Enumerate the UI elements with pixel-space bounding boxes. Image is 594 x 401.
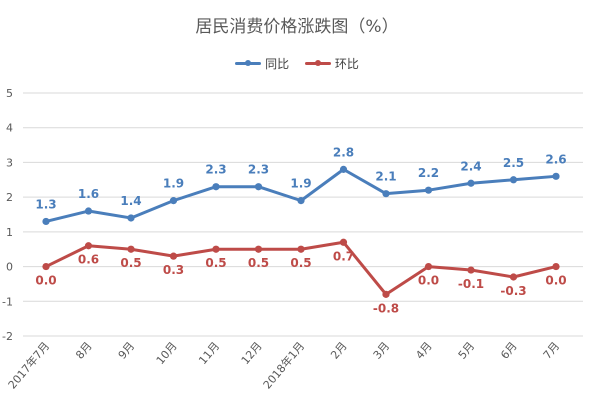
legend-item-yoy: 同比 xyxy=(235,55,289,72)
x-tick-label: 7月 xyxy=(541,340,563,362)
data-label: 0.0 xyxy=(35,274,56,288)
data-label: 2.4 xyxy=(460,159,481,173)
data-point xyxy=(84,207,93,215)
y-tick-label: 2 xyxy=(6,191,13,204)
data-label: 0.6 xyxy=(78,253,99,267)
data-point xyxy=(84,242,93,250)
data-point xyxy=(509,273,518,281)
data-point xyxy=(169,252,178,260)
data-label: 0.3 xyxy=(163,263,184,277)
legend-swatch-mom xyxy=(304,60,331,66)
data-point xyxy=(424,186,433,194)
data-label: 1.9 xyxy=(163,177,184,191)
data-label: -0.3 xyxy=(500,284,526,298)
data-point xyxy=(212,245,220,253)
data-point xyxy=(382,290,390,298)
data-point xyxy=(552,262,560,271)
data-label: -0.1 xyxy=(458,277,484,291)
data-point xyxy=(297,197,305,205)
data-label: 1.3 xyxy=(35,197,56,211)
y-tick-label: 5 xyxy=(6,87,13,100)
data-point xyxy=(212,183,220,191)
data-label: 2.2 xyxy=(418,166,439,180)
data-label: 1.9 xyxy=(290,177,311,191)
x-tick-label: 9月 xyxy=(116,340,138,362)
data-label: 0.5 xyxy=(248,256,269,270)
y-tick-label: -1 xyxy=(2,295,13,308)
x-tick-label: 4月 xyxy=(413,340,435,362)
data-label: -0.8 xyxy=(373,301,399,315)
x-tick-label: 10月 xyxy=(154,340,180,368)
x-tick-label: 3月 xyxy=(371,340,393,362)
legend-item-mom: 环比 xyxy=(304,55,359,72)
data-point xyxy=(339,238,348,246)
legend-label-yoy: 同比 xyxy=(265,57,290,71)
data-point xyxy=(297,245,305,253)
data-point xyxy=(382,190,390,198)
data-label: 1.4 xyxy=(120,194,141,208)
x-tick-label: 12月 xyxy=(239,340,265,368)
data-point xyxy=(254,245,263,253)
y-tick-label: -2 xyxy=(2,330,13,343)
data-label: 2.5 xyxy=(503,156,524,170)
data-point xyxy=(127,245,135,253)
x-tick-label: 5月 xyxy=(456,340,478,362)
legend-swatch-yoy xyxy=(235,60,262,66)
x-tick-label: 2月 xyxy=(328,340,350,362)
data-label: 0.7 xyxy=(333,249,354,263)
data-point xyxy=(424,262,433,271)
y-tick-label: 0 xyxy=(6,261,13,274)
data-point xyxy=(467,266,475,274)
data-label: 0.5 xyxy=(290,256,311,270)
data-label: 0.0 xyxy=(418,274,439,288)
data-label: 2.1 xyxy=(375,170,396,184)
data-point xyxy=(127,214,135,222)
x-tick-label: 2017年7月 xyxy=(5,339,52,392)
y-tick-label: 4 xyxy=(6,122,13,135)
legend-label-mom: 环比 xyxy=(334,57,359,71)
data-label: 1.6 xyxy=(78,187,99,201)
data-point xyxy=(467,179,475,187)
data-point xyxy=(339,165,348,173)
data-point xyxy=(42,262,50,271)
x-tick-label: 6月 xyxy=(498,340,520,362)
data-label: 2.8 xyxy=(333,145,354,159)
x-tick-label: 8月 xyxy=(73,340,95,362)
data-point xyxy=(552,172,560,180)
data-label: 0.0 xyxy=(545,274,566,288)
data-label: 2.3 xyxy=(205,163,226,177)
data-label: 0.5 xyxy=(120,256,141,270)
data-label: 2.6 xyxy=(545,152,566,166)
data-label: 0.5 xyxy=(205,256,226,270)
data-point xyxy=(254,183,263,191)
x-tick-label: 11月 xyxy=(196,340,222,368)
data-label: 2.3 xyxy=(248,163,269,177)
y-tick-label: 1 xyxy=(6,226,13,239)
chart-title: 居民消费价格涨跌图（%） xyxy=(195,17,399,37)
data-point xyxy=(42,217,50,226)
legend: 同比 环比 xyxy=(0,54,594,72)
data-point xyxy=(169,197,178,205)
y-tick-label: 3 xyxy=(6,156,13,169)
x-tick-label: 2018年1月 xyxy=(260,339,307,392)
data-point xyxy=(509,176,518,184)
